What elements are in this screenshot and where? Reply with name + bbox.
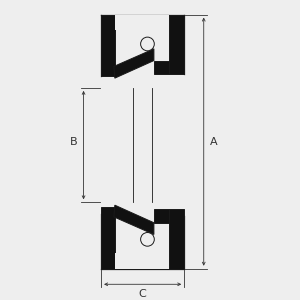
Polygon shape — [169, 15, 184, 74]
Polygon shape — [154, 61, 169, 74]
Polygon shape — [154, 209, 169, 223]
Circle shape — [141, 232, 154, 246]
Polygon shape — [114, 49, 154, 78]
Text: B: B — [70, 137, 78, 147]
Circle shape — [141, 37, 154, 51]
Polygon shape — [101, 15, 115, 76]
Polygon shape — [101, 207, 115, 269]
Text: C: C — [139, 289, 146, 299]
Text: A: A — [210, 137, 217, 147]
Polygon shape — [114, 205, 154, 235]
Polygon shape — [169, 209, 184, 269]
Polygon shape — [115, 253, 169, 269]
Polygon shape — [115, 15, 169, 30]
